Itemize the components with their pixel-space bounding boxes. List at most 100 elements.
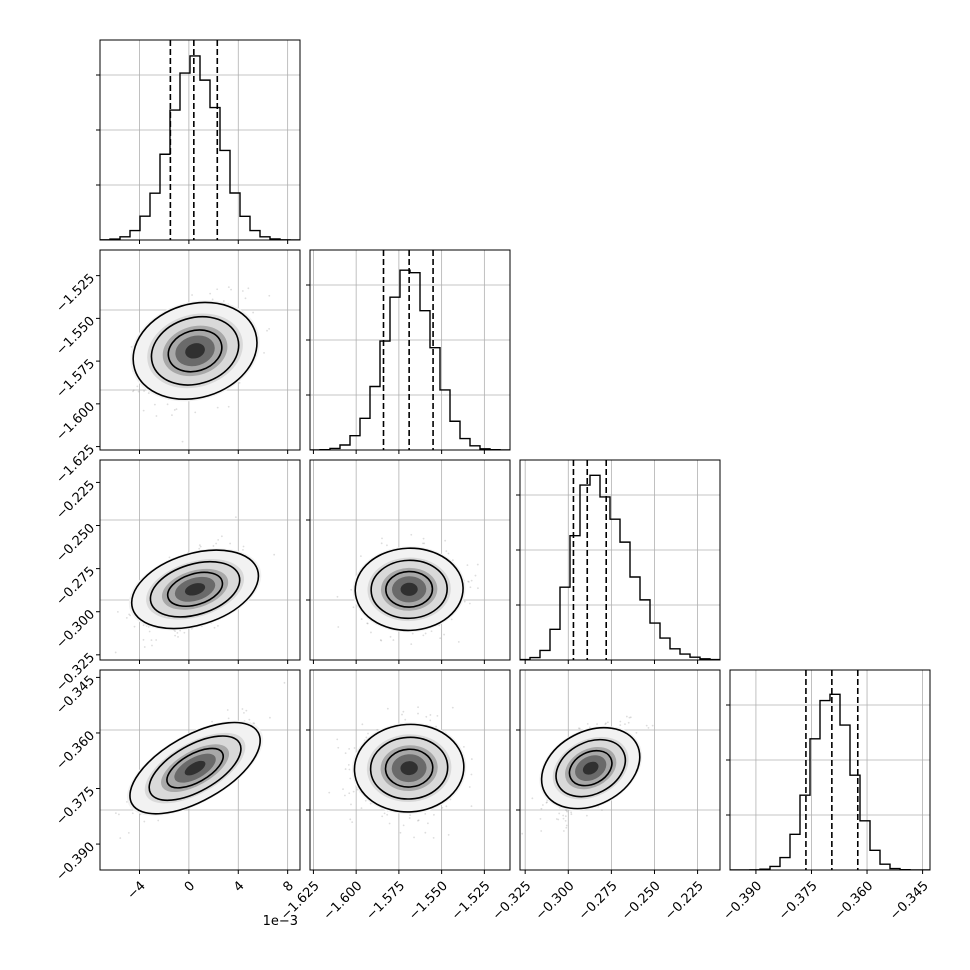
sample-point [627, 721, 630, 724]
sample-point [388, 822, 391, 825]
sample-point [155, 415, 158, 417]
sample-point [545, 801, 548, 804]
sample-point [557, 818, 560, 821]
sample-point [151, 644, 153, 647]
contour-line [149, 560, 241, 618]
sample-point [436, 714, 439, 717]
sample-point [651, 724, 654, 727]
sample-point [252, 311, 255, 314]
sample-point [242, 548, 244, 551]
contour-line [129, 721, 261, 815]
sample-point [131, 812, 134, 815]
sample-point [541, 804, 544, 806]
y-tick-label: −1.550 [53, 314, 98, 359]
y-tick-label: −0.225 [53, 478, 98, 523]
sample-point [209, 292, 212, 295]
histogram-panel-0 [96, 39, 301, 244]
sample-point [364, 799, 367, 802]
sample-point [171, 414, 173, 416]
sample-point [213, 626, 216, 629]
sample-point [129, 614, 132, 617]
contour-line [353, 723, 465, 813]
sample-point [386, 544, 388, 547]
sample-point [422, 634, 425, 637]
sample-point [476, 563, 479, 566]
sample-point [344, 752, 347, 755]
sample-point [570, 811, 573, 814]
sample-point [477, 587, 479, 590]
x-tick-label: 0 [182, 879, 198, 895]
sample-point [126, 800, 128, 803]
sample-point [628, 716, 631, 719]
sample-point [564, 819, 567, 822]
sample-point [426, 822, 429, 825]
contour-line [130, 549, 260, 630]
sample-point [562, 817, 565, 820]
sample-point [241, 290, 244, 292]
contour-line [167, 329, 223, 373]
sample-point [451, 559, 454, 562]
scatter-panel-3-0: −4 0 4 81e−3−0.390−0.375−0.360−0.345 [53, 669, 301, 929]
sample-point [366, 622, 369, 625]
sample-point [457, 641, 460, 643]
sample-point [348, 768, 351, 771]
sample-point [227, 405, 230, 408]
sample-point [227, 717, 230, 720]
sample-point [432, 836, 435, 839]
axes-frame [99, 459, 301, 661]
histogram-line [730, 693, 930, 870]
sample-point [266, 329, 268, 332]
density-fill [582, 761, 599, 775]
sample-point [215, 542, 218, 545]
sample-point [142, 409, 145, 412]
sample-point [174, 634, 176, 637]
sample-point [367, 732, 369, 735]
sample-point [222, 300, 225, 302]
sample-point [429, 719, 432, 722]
sample-point [605, 722, 607, 725]
x-tick-label: 8 [280, 879, 296, 895]
sample-point [555, 818, 558, 820]
sample-point [546, 801, 548, 804]
sample-point [443, 633, 445, 636]
axes-frame [99, 249, 301, 451]
sample-point [417, 819, 420, 822]
x-tick-label: 4 [231, 879, 247, 895]
sample-point [179, 629, 181, 632]
sample-point [216, 288, 219, 291]
sample-point [585, 814, 588, 817]
sample-point [417, 706, 419, 709]
sample-point [540, 807, 543, 810]
sample-point [238, 381, 241, 384]
sample-point [198, 544, 201, 547]
x-tick-label: −0.390 [721, 879, 766, 924]
sample-point [425, 715, 428, 718]
x-tick-label: −0.375 [776, 879, 821, 924]
sample-point [328, 791, 331, 794]
sample-point [445, 550, 448, 552]
sample-point [130, 346, 133, 348]
sample-point [168, 556, 171, 559]
sample-point [166, 403, 169, 406]
sample-point [283, 681, 286, 684]
sample-point [468, 786, 471, 788]
contour-line [555, 738, 627, 798]
sample-point [558, 812, 561, 815]
contour-line [384, 748, 434, 788]
sample-point [227, 286, 230, 289]
sample-point [402, 824, 405, 827]
sample-point [349, 777, 352, 780]
y-tick-label: −0.300 [53, 607, 98, 652]
sample-point [601, 809, 603, 812]
sample-point [430, 630, 433, 633]
axes-frame [309, 459, 511, 661]
sample-point [273, 553, 276, 556]
contour-line [166, 571, 224, 608]
sample-point [143, 390, 145, 392]
sample-point [263, 351, 265, 354]
sample-point [114, 812, 117, 815]
density-fill [184, 583, 206, 596]
sample-point [360, 807, 363, 809]
sample-point [361, 723, 364, 726]
sample-point [348, 792, 351, 795]
